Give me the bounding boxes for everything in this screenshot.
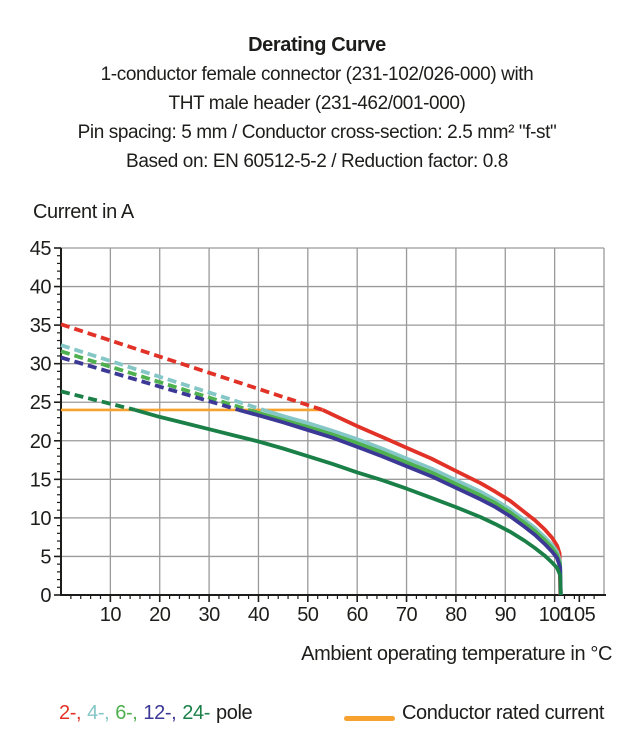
x-tick-label: 50 — [297, 604, 319, 626]
x-tick-label: 80 — [445, 604, 467, 626]
rated-current-line-swatch — [344, 716, 395, 721]
x-tick-label: 100 — [539, 604, 571, 626]
y-tick-label: 20 — [30, 431, 52, 453]
x-tick-label: 60 — [347, 604, 369, 626]
pole-count-legend: 2-, 4-, 6-, 12-, 24- pole — [59, 702, 253, 725]
chart-subtitle-line-4: Based on: EN 60512-5-2 / Reduction facto… — [126, 151, 508, 172]
y-tick-label: 40 — [30, 277, 52, 299]
chart-title: Derating Curve — [248, 34, 386, 56]
y-tick-label: 45 — [30, 238, 52, 260]
y-tick-label: 30 — [30, 354, 52, 376]
pole-legend-item: 4-, — [87, 702, 110, 724]
y-tick-label: 25 — [30, 392, 52, 414]
4-pole-curve-dashed — [60, 343, 264, 412]
y-tick-label: 0 — [40, 585, 51, 607]
2-pole-curve-dashed — [60, 322, 324, 412]
chart-subtitle-line-1: 1-conductor female connector (231-102/02… — [100, 64, 534, 85]
chart-legend: 2-, 4-, 6-, 12-, 24- pole Conductor rated cur… — [0, 702, 634, 736]
24-pole-curve-solid — [134, 408, 563, 596]
pole-legend-item: 6-, — [115, 702, 138, 724]
axes-and-ticks — [54, 247, 606, 602]
y-tick-label: 35 — [30, 315, 52, 337]
x-tick-label: 30 — [198, 604, 220, 626]
x-tick-label: 20 — [149, 604, 171, 626]
y-tick-label: 10 — [30, 508, 52, 530]
4-pole-curve-solid — [262, 408, 563, 596]
x-tick-label: 90 — [495, 604, 517, 626]
6-pole-curve-solid — [248, 408, 563, 596]
chart-subtitle-line-2: THT male header (231-462/001-000) — [168, 93, 466, 114]
pole-legend-item: 2-, — [59, 702, 82, 724]
pole-legend-suffix: pole — [216, 702, 253, 724]
2-pole-curve-solid — [321, 408, 563, 596]
12-pole-curve-solid — [238, 408, 563, 596]
gridlines — [61, 247, 605, 595]
chart-title-block: Derating Curve 1-conductor female connec… — [0, 31, 634, 176]
x-tick-label: 105 — [563, 604, 595, 626]
y-axis-title: Current in A — [33, 201, 134, 223]
pole-legend-item: 24- — [182, 702, 211, 724]
24-pole-curve-dashed — [60, 389, 136, 412]
pole-legend-item: 12-, — [143, 702, 177, 724]
x-axis-title: Ambient operating temperature in °C — [301, 643, 612, 665]
12-pole-curve-dashed — [60, 355, 240, 412]
6-pole-curve-dashed — [60, 349, 250, 412]
y-tick-label: 5 — [40, 546, 51, 568]
rated-current-label: Conductor rated current — [402, 702, 605, 724]
y-tick-label: 15 — [30, 469, 52, 491]
data-series — [60, 322, 563, 596]
chart-subtitle-line-3: Pin spacing: 5 mm / Conductor cross-sect… — [77, 122, 557, 143]
x-tick-label: 70 — [396, 604, 418, 626]
x-tick-label: 10 — [100, 604, 122, 626]
x-tick-label: 40 — [248, 604, 270, 626]
